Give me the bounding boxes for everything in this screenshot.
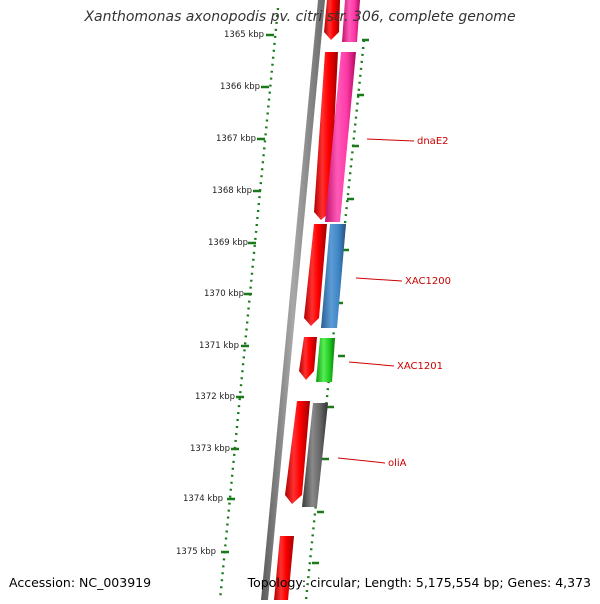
inner-ticks: [312, 38, 369, 565]
tick-label-1374: 1374 kbp: [183, 494, 223, 504]
red-gene: [285, 401, 310, 504]
tick-label-1375: 1375 kbp: [176, 547, 216, 557]
XAC1200-gene: [321, 224, 346, 328]
tick-label-1366: 1366 kbp: [220, 82, 260, 92]
tick-label-1372: 1372 kbp: [195, 392, 235, 402]
red-gene: [304, 224, 327, 326]
ruler-ticks: [221, 33, 274, 554]
red-gene: [324, 0, 340, 40]
tick-label-1373: 1373 kbp: [190, 444, 230, 454]
XAC1200-label: XAC1200: [405, 276, 451, 287]
dnaE2-gene: [325, 52, 356, 222]
tick-label-1365: 1365 kbp: [224, 30, 264, 40]
forward-strand-genes: [274, 0, 340, 600]
tick-label-1369: 1369 kbp: [208, 238, 248, 248]
dnaE2-leader: [366, 138, 415, 142]
red-gene: [299, 337, 317, 380]
oliA-label: oliA: [388, 458, 407, 469]
oliA-leader: [337, 457, 386, 464]
backbone: [261, 0, 325, 600]
tick-label-1370: 1370 kbp: [204, 289, 244, 299]
red-gene: [314, 52, 338, 220]
tick-label-1367: 1367 kbp: [216, 134, 256, 144]
red-gene: [274, 536, 294, 600]
ruler-line: [218, 7, 280, 601]
tick-label-1371: 1371 kbp: [199, 341, 239, 351]
topology-label: Topology: circular; Length: 5,175,554 bp…: [247, 575, 591, 590]
XAC1201-gene: [316, 338, 335, 382]
pink-gene-top: [342, 0, 360, 42]
tick-label-1368: 1368 kbp: [212, 186, 252, 196]
accession-label: Accession: NC_003919: [9, 575, 152, 590]
XAC1201-leader: [348, 361, 395, 367]
map-title: Xanthomonas axonopodis pv. citri str. 30…: [84, 9, 516, 25]
XAC1200-leader: [355, 277, 403, 282]
XAC1201-label: XAC1201: [397, 361, 443, 372]
dnaE2-label: dnaE2: [417, 136, 449, 147]
oliA-gene: [302, 403, 328, 507]
